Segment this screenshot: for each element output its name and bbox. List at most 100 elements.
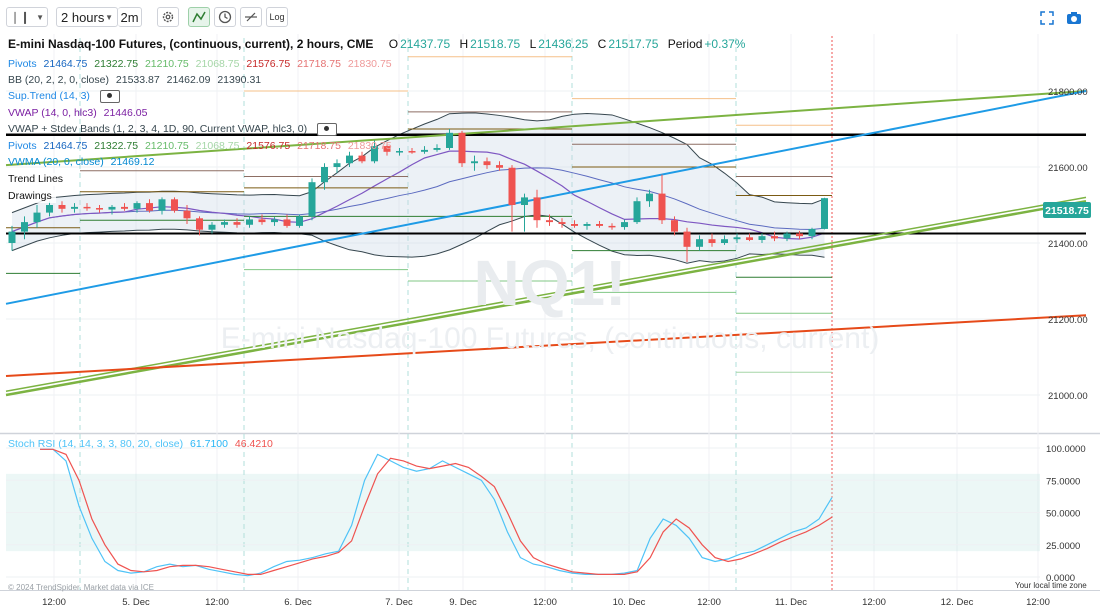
legend-trend-lines[interactable]: Trend Lines	[8, 173, 68, 186]
eye-icon[interactable]	[99, 90, 120, 103]
log-scale-button[interactable]: Log	[266, 7, 288, 27]
legend-suptrend-name: Sup.Trend (14, 3)	[8, 90, 90, 103]
open-label: O	[388, 37, 399, 51]
time-tick-label: 10. Dec	[613, 597, 646, 608]
time-tick-label: 12. Dec	[941, 597, 974, 608]
legend-bb[interactable]: BB (20, 2, 2, 0, close) 21533.87 21462.0…	[8, 74, 265, 87]
candle-body	[596, 224, 603, 226]
fullscreen-button[interactable]	[1040, 11, 1054, 25]
compare-button[interactable]	[240, 7, 262, 27]
candles	[8, 129, 828, 262]
trend-lines[interactable]	[5, 90, 1087, 397]
drawings-label: Drawings	[8, 190, 52, 202]
watermark: NQ1! E-mini Nasdaq-100 Futures, (continu…	[221, 247, 880, 355]
fullscreen-icon	[1040, 11, 1054, 25]
candle-body	[358, 155, 366, 162]
legend-vwap[interactable]: VWAP (14, 0, hlc3) 21446.05	[8, 107, 151, 120]
candle-body	[496, 165, 503, 168]
indicator-lines	[6, 56, 832, 373]
legend-value: 21390.31	[217, 74, 262, 86]
orange-trend-line	[5, 314, 1087, 377]
candle-body	[333, 163, 341, 167]
candle-body	[8, 231, 16, 243]
legend-value: 21068.75	[195, 58, 240, 70]
period-value: +0.37%	[704, 37, 746, 51]
legend-vwma[interactable]: VWMA (20, 0, close) 21469.12	[8, 156, 158, 169]
candle-body	[346, 155, 353, 164]
last-price-label: 21518.75	[1045, 205, 1089, 217]
legend-pivots[interactable]: Pivots 21464.75 21322.75 21210.75 21068.…	[8, 58, 396, 71]
candle-body	[571, 224, 578, 226]
legend-value: 21462.09	[166, 74, 211, 86]
trend-lines-label: Trend Lines	[8, 173, 64, 185]
candle-body	[771, 236, 778, 239]
candle-body	[71, 206, 78, 209]
settings-button[interactable]	[157, 7, 179, 27]
chevron-down-icon: ▼	[36, 12, 45, 22]
legend-value: 61.7100	[190, 438, 228, 450]
legend-value: 46.4210	[234, 438, 273, 450]
time-tick-label: 6. Dec	[284, 597, 312, 608]
candle-body	[283, 219, 291, 226]
candle-body	[433, 148, 441, 150]
high-value: 21518.75	[470, 37, 521, 51]
chevron-down-icon: ▼	[105, 12, 113, 22]
stoch-tick-label: 100.0000	[1046, 444, 1086, 455]
legend-value: 21464.75	[43, 140, 88, 152]
legend-pivots-name: Pivots	[8, 58, 37, 70]
stoch-tick-label: 25.0000	[1046, 541, 1080, 552]
bollinger-basis	[11, 167, 825, 233]
candle-body	[221, 222, 228, 225]
bars-icon: ❘❙	[9, 10, 31, 24]
price-tick-label: 21000.00	[1048, 391, 1088, 402]
candle-body	[396, 151, 403, 153]
candle-body	[208, 224, 216, 230]
time-tick-label: 12:00	[1026, 597, 1050, 608]
low-label: L	[529, 37, 537, 51]
legend-value: 21469.12	[110, 156, 155, 168]
candle-body	[133, 203, 141, 209]
candle-body	[558, 222, 566, 224]
legend-stoch[interactable]: Stoch RSI (14, 14, 3, 3, 80, 20, close) …	[8, 438, 277, 451]
gear-icon	[162, 11, 174, 23]
interval-select[interactable]: 2 hours ▼	[56, 7, 118, 27]
legend-pivots-2[interactable]: Pivots 21464.75 21322.75 21210.75 21068.…	[8, 140, 396, 153]
candle-body	[471, 161, 478, 164]
blue-trend-line	[5, 90, 1087, 305]
legend-vwap-name: VWAP (14, 0, hlc3)	[8, 107, 97, 119]
legend-vwap-bands[interactable]: VWAP + Stdev Bands (1, 2, 3, 4, 1D, 90, …	[8, 123, 341, 136]
screenshot-button[interactable]	[1066, 11, 1082, 25]
stoch-tick-label: 0.0000	[1046, 573, 1075, 584]
candle-body	[683, 231, 691, 247]
price-tick-label: 21600.00	[1048, 163, 1088, 174]
price-tick-label: 21400.00	[1048, 239, 1088, 250]
candle-body	[783, 233, 791, 239]
legend-suptrend[interactable]: Sup.Trend (14, 3)	[8, 90, 124, 103]
drawing-tool-button[interactable]	[188, 7, 210, 27]
watermark-name: E-mini Nasdaq-100 Futures, (continuous, …	[221, 322, 880, 355]
legend-bb-name: BB (20, 2, 2, 0, close)	[8, 74, 109, 86]
candle-body	[671, 220, 678, 232]
clock-icon	[218, 10, 232, 24]
candle-body	[383, 146, 391, 152]
time-tick-label: 11. Dec	[775, 597, 807, 608]
price-tick-label: 21200.00	[1048, 315, 1088, 326]
legend-value: 21322.75	[94, 140, 139, 152]
legend-drawings[interactable]: Drawings	[8, 190, 56, 203]
candle-body	[246, 219, 253, 225]
replay-button[interactable]	[214, 7, 236, 27]
interval-alt-label: 2m	[120, 9, 139, 25]
legend-value: 21718.75	[297, 140, 341, 152]
toolbar: ❘❙ ▼ 2 hours ▼ 2m Log	[0, 0, 1100, 34]
instrument-title: E-mini Nasdaq-100 Futures, (continuous, …	[8, 37, 374, 51]
candle-body	[758, 236, 766, 240]
interval-alt-button[interactable]: 2m	[118, 7, 142, 27]
stoch-tick-label: 50.0000	[1046, 509, 1080, 520]
candle-body	[808, 228, 816, 237]
eye-icon[interactable]	[317, 123, 338, 136]
camera-icon	[1067, 12, 1081, 24]
watermark-symbol: NQ1!	[474, 247, 627, 319]
symbol-menu-button[interactable]: ❘❙ ▼	[6, 7, 48, 27]
candle-body	[796, 233, 803, 237]
